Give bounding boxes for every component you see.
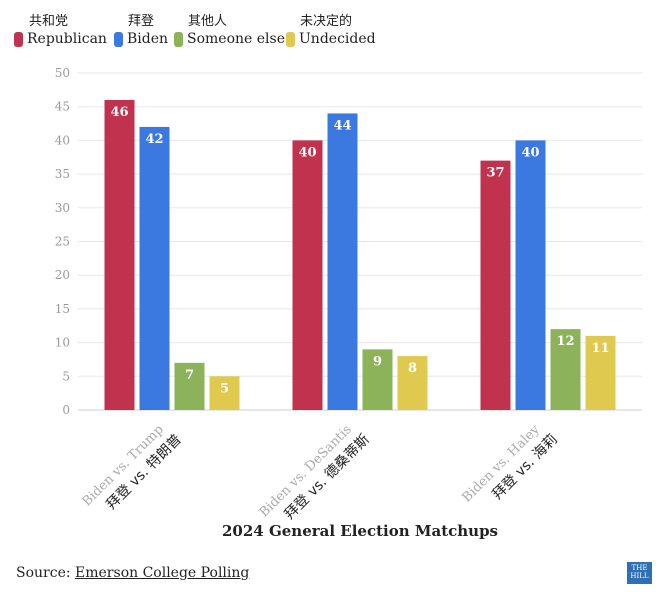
source-link[interactable]: Emerson College Polling — [75, 565, 250, 581]
data-label: 5 — [220, 381, 229, 396]
data-label: 7 — [185, 368, 194, 383]
bar — [550, 329, 581, 410]
data-label: 42 — [145, 132, 163, 147]
source-note: Source: Emerson College Polling — [16, 565, 249, 581]
bar — [397, 356, 428, 410]
bar — [139, 126, 170, 411]
data-label: 44 — [333, 118, 351, 133]
the-hill-logo: THE HILL — [627, 562, 652, 584]
bar — [209, 376, 240, 410]
y-tick-label: 20 — [55, 268, 70, 282]
bar — [585, 335, 616, 410]
y-tick-label: 5 — [62, 369, 70, 383]
data-label: 12 — [556, 334, 574, 349]
legend-label: Republican — [27, 31, 107, 47]
bar — [362, 349, 393, 410]
data-label: 46 — [110, 105, 128, 120]
legend-swatch — [286, 31, 295, 47]
bar — [174, 362, 205, 410]
legend-label: Someone else — [187, 31, 285, 47]
logo-line-1: THE — [631, 564, 648, 572]
legend-label: Undecided — [299, 31, 376, 47]
bar — [292, 140, 323, 410]
bar — [480, 160, 511, 410]
data-label: 9 — [373, 354, 382, 369]
legend: 共和党 Republican 拜登 Biden 其他人 Someone else… — [14, 10, 654, 56]
x-axis-title: 2024 General Election Matchups — [222, 522, 498, 540]
y-tick-label: 15 — [55, 302, 70, 316]
logo-line-2: HILL — [630, 572, 649, 580]
legend-label-cn: 共和党 — [29, 14, 69, 29]
y-tick-label: 10 — [55, 336, 70, 350]
legend-label-cn: 拜登 — [128, 14, 155, 29]
y-tick-label: 25 — [55, 235, 70, 249]
legend-label: Biden — [127, 31, 169, 47]
data-label: 8 — [408, 361, 417, 376]
bar — [104, 99, 135, 411]
legend-swatch — [14, 31, 23, 47]
data-label: 37 — [486, 166, 504, 181]
y-tick-label: 40 — [55, 133, 70, 147]
bar — [327, 113, 358, 410]
bar — [515, 140, 546, 410]
y-tick-label: 35 — [55, 167, 70, 181]
y-tick-label: 45 — [55, 100, 70, 114]
data-label: 40 — [521, 145, 539, 160]
data-label: 11 — [591, 341, 609, 356]
legend-label-cn: 未决定的 — [300, 14, 353, 29]
source-prefix: Source: — [16, 565, 76, 581]
legend-label-cn: 其他人 — [188, 14, 228, 29]
legend-swatch — [174, 31, 183, 47]
legend-swatch — [114, 31, 123, 47]
y-tick-label: 0 — [62, 403, 70, 417]
data-label: 40 — [298, 145, 316, 160]
y-tick-label: 50 — [55, 66, 70, 80]
y-tick-label: 30 — [55, 201, 70, 215]
